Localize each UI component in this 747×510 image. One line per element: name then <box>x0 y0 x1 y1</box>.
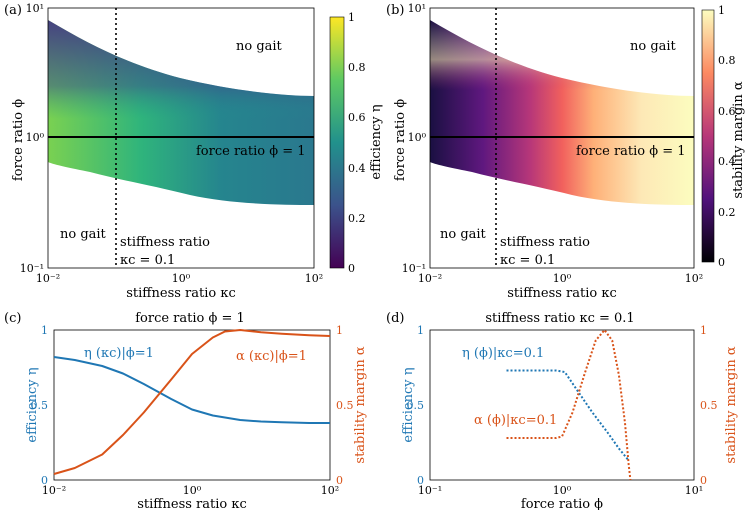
xtick-b-1: 10⁻² <box>418 272 442 285</box>
force-ratio-label-a: force ratio ϕ = 1 <box>196 144 306 159</box>
colorbar-b <box>701 9 715 263</box>
ytick-c-r2: 0.5 <box>336 399 354 412</box>
cb-b-tick-0: 0 <box>718 256 725 269</box>
cb-b-label: stability margin α <box>731 81 746 198</box>
xtick-d-3: 10¹ <box>685 484 703 497</box>
title-d: stiffness ratio κc = 0.1 <box>485 311 634 326</box>
panel-c-label: (c) <box>4 311 21 326</box>
cb-b-tick-06: 0.6 <box>718 105 736 118</box>
ytick-c-l3: 1 <box>41 324 48 337</box>
xlabel-a: stiffness ratio κc <box>126 286 236 301</box>
cb-a-tick-1: 1 <box>348 11 355 24</box>
ylabel-c-left: efficiency η <box>25 367 40 442</box>
cb-a-tick-08: 0.8 <box>348 61 366 74</box>
axes-d <box>429 329 695 481</box>
panel-d: (d) stiffness ratio κc = 0.1 η (ϕ)|κc=0.… <box>386 311 739 510</box>
xlabel-b: stiffness ratio κc <box>507 286 617 301</box>
ytick-b-3: 10¹ <box>408 2 426 15</box>
xlabel-c: stiffness ratio κc <box>137 497 247 510</box>
panel-c: (c) force ratio ϕ = 1 η (κc)|ϕ=1 α (κc)|… <box>4 311 368 510</box>
no-gait-upper-a: no gait <box>236 39 283 54</box>
force-ratio-label-b: force ratio ϕ = 1 <box>576 144 686 159</box>
ytick-d-r1: 0 <box>700 474 707 487</box>
eta-label-d: η (ϕ)|κc=0.1 <box>462 346 544 361</box>
series-c <box>53 329 331 475</box>
cb-a-tick-06: 0.6 <box>348 111 366 124</box>
ytick-d-r3: 1 <box>700 324 707 337</box>
ytick-c-r1: 0 <box>336 474 343 487</box>
cb-a-tick-02: 0.2 <box>348 212 366 225</box>
panel-d-label: (d) <box>386 311 404 326</box>
ytick-a-2: 10⁰ <box>26 131 45 144</box>
series-c-line-1 <box>53 356 330 424</box>
no-gait-lower-a: no gait <box>60 227 107 242</box>
panel-b-label: (b) <box>386 3 404 18</box>
alpha-label-d: α (ϕ)|κc=0.1 <box>474 413 557 428</box>
series-d-line-1 <box>506 369 630 462</box>
kappa-label-a: κc = 0.1 <box>120 253 175 268</box>
ytick-a-3: 10¹ <box>26 2 44 15</box>
stiffness-label-a: stiffness ratio <box>120 235 210 250</box>
axes-c <box>53 329 331 481</box>
xlabel-d: force ratio ϕ <box>521 497 603 510</box>
cb-b-tick-1: 1 <box>718 4 725 17</box>
cb-b-tick-08: 0.8 <box>718 54 736 67</box>
eta-label-c: η (κc)|ϕ=1 <box>84 346 154 361</box>
series-c-line-2 <box>53 329 331 475</box>
panel-a-label: (a) <box>4 3 22 18</box>
ytick-c-r3: 1 <box>336 324 343 337</box>
xtick-b-3: 10² <box>685 272 703 285</box>
xtick-c-1: 10⁻² <box>42 484 66 497</box>
ylabel-b: force ratio ϕ <box>393 99 408 181</box>
series-d <box>506 329 632 481</box>
xtick-a-1: 10⁻² <box>36 272 60 285</box>
ylabel-d-right: stability margin α <box>724 346 739 463</box>
xtick-d-2: 10⁰ <box>553 484 572 497</box>
xtick-c-3: 10² <box>321 484 339 497</box>
xtick-a-3: 10² <box>305 272 323 285</box>
cb-a-tick-04: 0.4 <box>348 162 366 175</box>
no-gait-lower-b: no gait <box>440 227 487 242</box>
ytick-c-l1: 0 <box>41 474 48 487</box>
ytick-c-l2: 0.5 <box>31 399 49 412</box>
ylabel-a: force ratio ϕ <box>11 99 26 181</box>
ytick-a-1: 10⁻¹ <box>20 262 44 275</box>
alpha-label-c: α (κc)|ϕ=1 <box>236 349 307 364</box>
cb-a-label: efficiency η <box>369 104 384 179</box>
panel-a: (a) no gait no gait force ratio ϕ = 1 st… <box>4 2 384 301</box>
kappa-label-b: κc = 0.1 <box>500 253 555 268</box>
no-gait-upper-b: no gait <box>630 39 677 54</box>
panel-b: (b) no gait no gait force ratio ϕ = 1 st… <box>386 2 746 301</box>
cb-b-tick-02: 0.2 <box>718 206 736 219</box>
ylabel-d-left: efficiency η <box>401 367 416 442</box>
ytick-d-l2: 0.5 <box>407 399 425 412</box>
ytick-d-r2: 0.5 <box>700 399 718 412</box>
series-d-line-2 <box>506 329 632 481</box>
ytick-d-l3: 1 <box>417 324 424 337</box>
cb-a-tick-0: 0 <box>348 262 355 275</box>
ytick-b-1: 10⁻¹ <box>402 262 426 275</box>
xtick-c-2: 10⁰ <box>183 484 202 497</box>
gait-region-a-shade <box>48 20 314 205</box>
xtick-d-1: 10⁻¹ <box>418 484 442 497</box>
ytick-d-l1: 0 <box>417 474 424 487</box>
stiffness-label-b: stiffness ratio <box>500 235 590 250</box>
ylabel-c-right: stability margin α <box>353 346 368 463</box>
cb-b-tick-04: 0.4 <box>718 155 736 168</box>
colorbar-a <box>329 16 345 269</box>
title-c: force ratio ϕ = 1 <box>135 311 245 326</box>
ytick-b-2: 10⁰ <box>408 131 427 144</box>
xtick-b-2: 10⁰ <box>553 272 572 285</box>
xtick-a-2: 10⁰ <box>172 272 191 285</box>
